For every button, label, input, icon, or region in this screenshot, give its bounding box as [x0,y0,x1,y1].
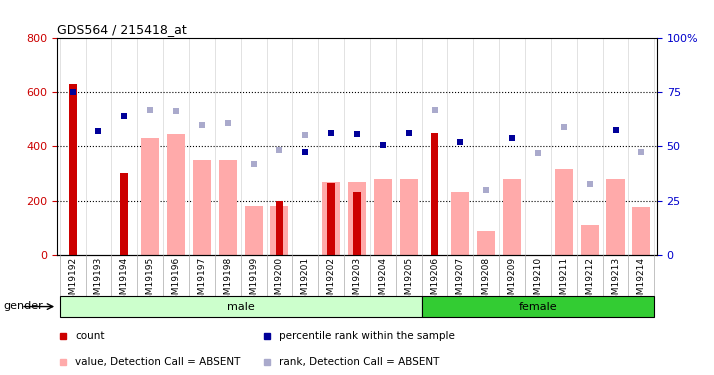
Text: GSM19192: GSM19192 [68,257,77,306]
Bar [218,160,237,255]
Text: GSM19200: GSM19200 [275,257,284,306]
Bar [348,182,366,255]
Bar [322,182,340,255]
Text: GSM19206: GSM19206 [430,257,439,306]
Text: GSM19197: GSM19197 [197,257,206,306]
Text: GSM19207: GSM19207 [456,257,465,306]
Bar [141,138,159,255]
Bar [431,133,438,255]
Bar [276,201,283,255]
Bar [374,179,392,255]
Text: GSM19195: GSM19195 [146,257,155,306]
Text: rank, Detection Call = ABSENT: rank, Detection Call = ABSENT [279,357,439,367]
Text: GSM19202: GSM19202 [326,257,336,306]
Bar [60,296,422,317]
Bar [422,296,654,317]
Bar [327,183,335,255]
Bar [555,170,573,255]
Text: GSM19205: GSM19205 [404,257,413,306]
Text: GSM19193: GSM19193 [94,257,103,306]
Bar [271,206,288,255]
Bar [580,225,599,255]
Text: GSM19204: GSM19204 [378,257,388,306]
Text: GSM19208: GSM19208 [482,257,491,306]
Bar [606,179,625,255]
Bar [193,160,211,255]
Text: GSM19196: GSM19196 [171,257,181,306]
Text: GSM19198: GSM19198 [223,257,232,306]
Bar [121,174,129,255]
Bar [353,192,361,255]
Text: GSM19199: GSM19199 [249,257,258,306]
Text: GSM19209: GSM19209 [508,257,517,306]
Bar [244,206,263,255]
Bar [633,207,650,255]
Bar [167,134,185,255]
Text: GSM19203: GSM19203 [353,257,361,306]
Text: female: female [518,302,557,312]
Text: percentile rank within the sample: percentile rank within the sample [279,331,455,340]
Text: GDS564 / 215418_at: GDS564 / 215418_at [57,23,187,36]
Bar [503,179,521,255]
Text: GSM19211: GSM19211 [559,257,568,306]
Text: count: count [75,331,105,340]
Text: male: male [227,302,255,312]
Text: GSM19212: GSM19212 [585,257,594,306]
Text: GSM19210: GSM19210 [533,257,543,306]
Bar [400,179,418,255]
Text: value, Detection Call = ABSENT: value, Detection Call = ABSENT [75,357,241,367]
Text: GSM19213: GSM19213 [611,257,620,306]
Text: gender: gender [4,302,44,311]
Bar [69,84,76,255]
Text: GSM19201: GSM19201 [301,257,310,306]
Bar [451,192,470,255]
Text: GSM19214: GSM19214 [637,257,646,306]
Bar [477,231,496,255]
Text: GSM19194: GSM19194 [120,257,129,306]
